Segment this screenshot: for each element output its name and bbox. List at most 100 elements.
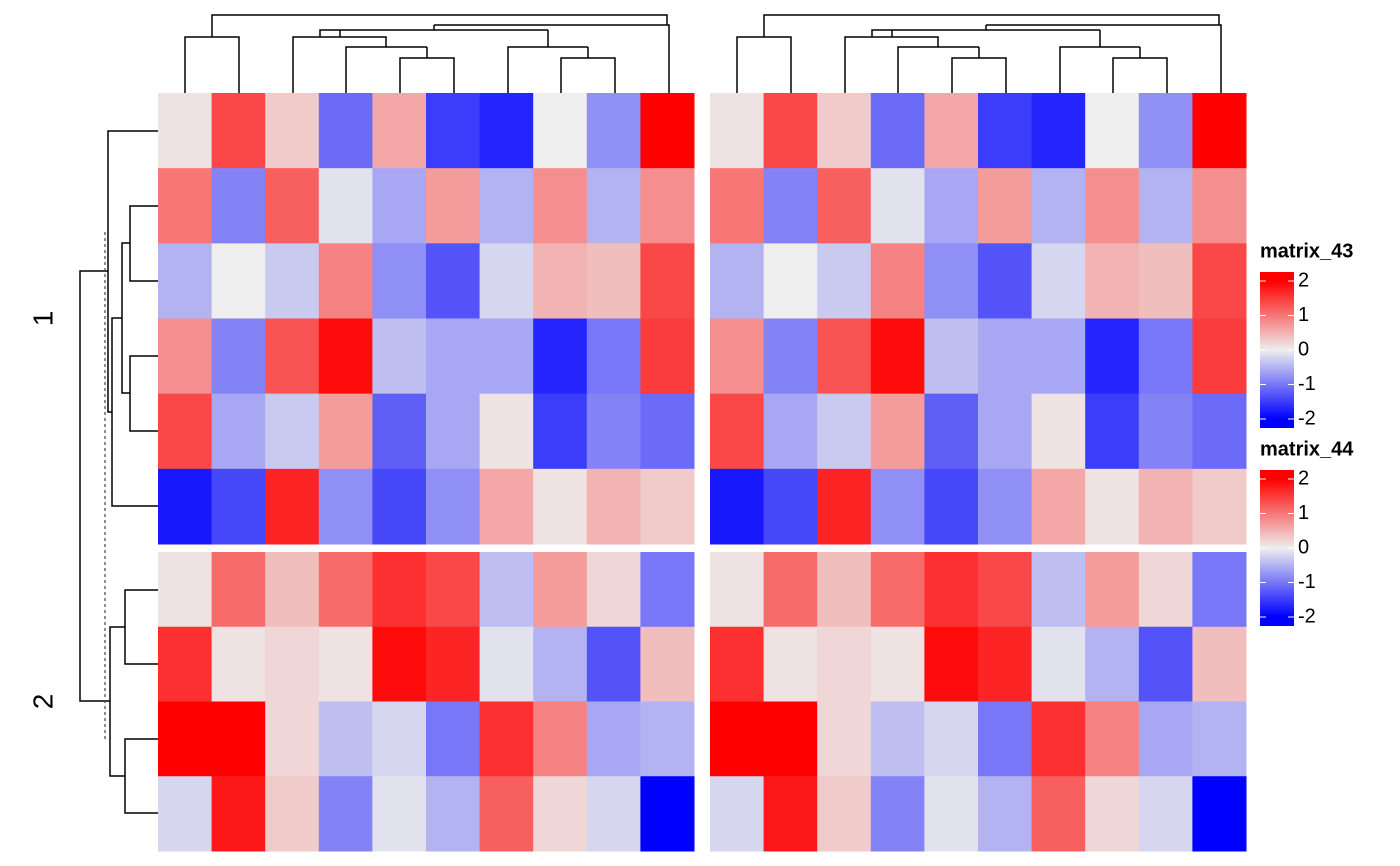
heatmap-cell [479, 393, 534, 470]
heatmap-cell [924, 468, 979, 545]
heatmap-cell [1138, 168, 1193, 244]
heatmap-cell [426, 468, 481, 545]
heatmap-cell [870, 468, 925, 545]
legend-title: matrix_43 [1260, 240, 1353, 262]
heatmap-cell [372, 243, 427, 319]
heatmap-cell [533, 468, 588, 545]
heatmap-cell [211, 93, 266, 169]
heatmap-cell [1192, 776, 1247, 852]
heatmap-cell [640, 626, 695, 702]
heatmap-cell [1085, 468, 1140, 545]
heatmap-cell [978, 168, 1033, 244]
legend-tick-label: 2 [1298, 269, 1309, 291]
heatmap-cell [372, 552, 427, 628]
heatmap-cell [265, 552, 320, 628]
heatmap-cell [426, 318, 481, 395]
heatmap-cell [211, 626, 266, 702]
heatmap-cell [1031, 626, 1086, 702]
heatmap-cell [1192, 93, 1247, 169]
heatmap-cell [924, 243, 979, 319]
row-dendrogram [79, 130, 158, 814]
heatmap-cell [640, 243, 695, 319]
row-split-label: 2 [27, 694, 58, 710]
heatmap-cell [1192, 243, 1247, 319]
legend-tick-label: 0 [1298, 338, 1309, 360]
heatmap-cell [763, 468, 818, 545]
heatmap-cell [1138, 701, 1193, 777]
heatmap-cell [533, 626, 588, 702]
heatmap-cell [924, 776, 979, 852]
heatmap-cell [1138, 626, 1193, 702]
heatmap-cell [479, 168, 534, 244]
heatmap-cell [1085, 393, 1140, 470]
legend-tick-label: 1 [1298, 304, 1309, 326]
heatmap-cell [1192, 318, 1247, 395]
heatmap-cell [372, 626, 427, 702]
legend-tick-label: 1 [1298, 502, 1309, 524]
heatmap-cell [763, 701, 818, 777]
heatmap-cell [586, 626, 641, 702]
heatmap-cell [533, 243, 588, 319]
heatmap-cell [479, 776, 534, 852]
heatmap-cell [426, 552, 481, 628]
heatmap-cell [372, 318, 427, 395]
heatmap-cell [318, 243, 373, 319]
heatmap-cell [211, 701, 266, 777]
legend-tick-label: -1 [1298, 571, 1316, 593]
heatmap-cell [1031, 93, 1086, 169]
heatmap-cell [817, 468, 872, 545]
heatmap-cell [211, 552, 266, 628]
heatmap-cell [1138, 318, 1193, 395]
heatmap-cell [586, 93, 641, 169]
heatmap-cell [710, 93, 765, 169]
heatmap-cell [978, 243, 1033, 319]
heatmap-cell [479, 318, 534, 395]
heatmap-cell [763, 318, 818, 395]
heatmap-cell [158, 393, 213, 470]
heatmap-cell [318, 776, 373, 852]
heatmap-cell [318, 626, 373, 702]
heatmap-cell [586, 552, 641, 628]
heatmap-cell [372, 393, 427, 470]
heatmap-cell [265, 776, 320, 852]
heatmap-cell [817, 168, 872, 244]
legend-title: matrix_44 [1260, 438, 1354, 460]
legend-tick-label: 2 [1298, 467, 1309, 489]
heatmap-cell [158, 93, 213, 169]
heatmap-cell [640, 552, 695, 628]
heatmap-cell [817, 701, 872, 777]
heatmap-cell [763, 168, 818, 244]
heatmap-cell [870, 243, 925, 319]
heatmap-cell [318, 701, 373, 777]
heatmap-cell [479, 552, 534, 628]
heatmap-cell [1192, 552, 1247, 628]
heatmap-cell [710, 468, 765, 545]
heatmap-cell [817, 393, 872, 470]
heatmap-cell [710, 243, 765, 319]
heatmap-cell [978, 776, 1033, 852]
heatmap-cell [870, 701, 925, 777]
heatmap-cell [265, 626, 320, 702]
heatmap-cell [1031, 701, 1086, 777]
heatmap-cell [763, 93, 818, 169]
heatmap-cell [924, 318, 979, 395]
heatmap-cell [1085, 552, 1140, 628]
heatmap-cell [158, 552, 213, 628]
heatmap-cell [870, 393, 925, 470]
heatmap-cell [1031, 552, 1086, 628]
heatmap-cell [924, 393, 979, 470]
heatmap-cell [533, 776, 588, 852]
heatmap-cell [372, 776, 427, 852]
heatmap-cell [710, 552, 765, 628]
heatmap-cell [1085, 93, 1140, 169]
heatmap-cell [158, 243, 213, 319]
heatmap-cell [1085, 243, 1140, 319]
heatmap-cell [426, 393, 481, 470]
legend-tick-label: 0 [1298, 536, 1309, 558]
heatmap-cell [1192, 701, 1247, 777]
legend-tick-label: -2 [1298, 605, 1316, 627]
heatmap-cell [533, 318, 588, 395]
heatmap-cell [158, 701, 213, 777]
heatmap-cell [640, 93, 695, 169]
heatmap-cell [870, 626, 925, 702]
